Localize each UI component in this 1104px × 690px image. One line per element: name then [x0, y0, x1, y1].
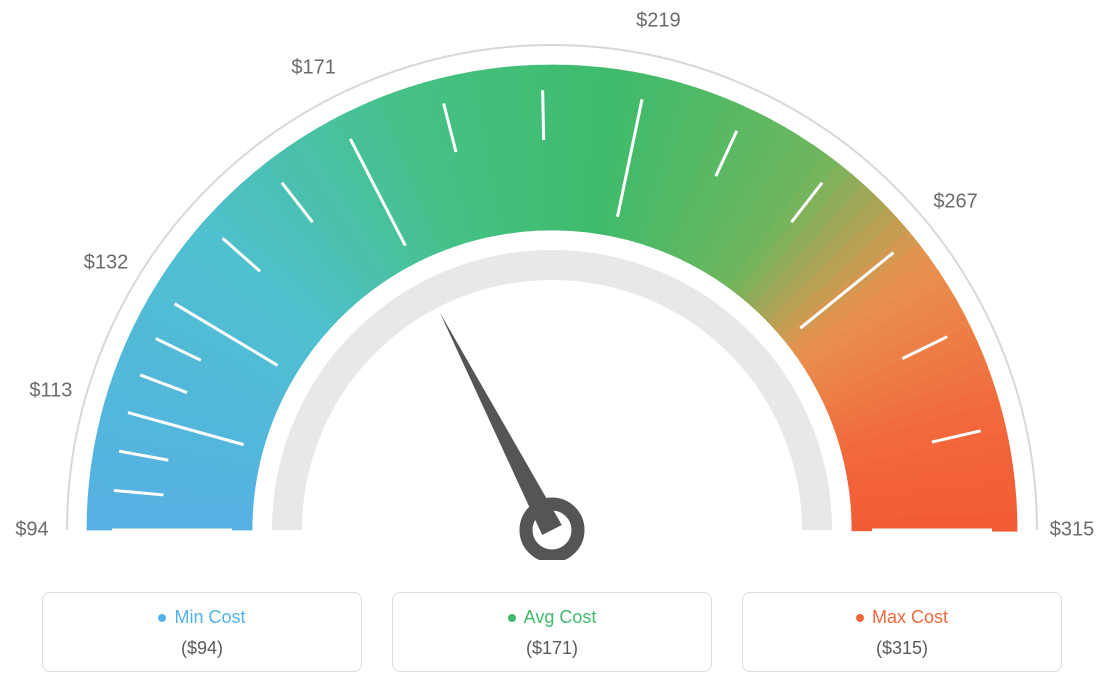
legend-value-max: ($315) [753, 638, 1051, 659]
gauge-tick-label: $132 [84, 251, 129, 274]
legend-label-max: Max Cost [872, 607, 948, 628]
legend-dot-max [856, 614, 864, 622]
legend-card-max: Max Cost ($315) [742, 592, 1062, 672]
gauge-tick-label: $219 [636, 10, 681, 33]
gauge-svg [0, 0, 1104, 560]
legend-title-min: Min Cost [158, 607, 245, 628]
gauge-tick-label: $171 [291, 56, 336, 79]
legend-card-min: Min Cost ($94) [42, 592, 362, 672]
legend-row: Min Cost ($94) Avg Cost ($171) Max Cost … [0, 592, 1104, 672]
gauge-tick-label: $94 [15, 519, 48, 542]
legend-value-min: ($94) [53, 638, 351, 659]
legend-value-avg: ($171) [403, 638, 701, 659]
legend-label-avg: Avg Cost [524, 607, 597, 628]
gauge-chart: $94 $113 $132 $171 $219 $267 $315 [0, 0, 1104, 560]
gauge-tick-label: $267 [933, 191, 978, 214]
legend-dot-avg [508, 614, 516, 622]
legend-label-min: Min Cost [174, 607, 245, 628]
legend-card-avg: Avg Cost ($171) [392, 592, 712, 672]
legend-dot-min [158, 614, 166, 622]
gauge-tick-label: $315 [1050, 519, 1095, 542]
gauge-tick-label: $113 [29, 380, 72, 403]
legend-title-max: Max Cost [856, 607, 948, 628]
legend-title-avg: Avg Cost [508, 607, 597, 628]
